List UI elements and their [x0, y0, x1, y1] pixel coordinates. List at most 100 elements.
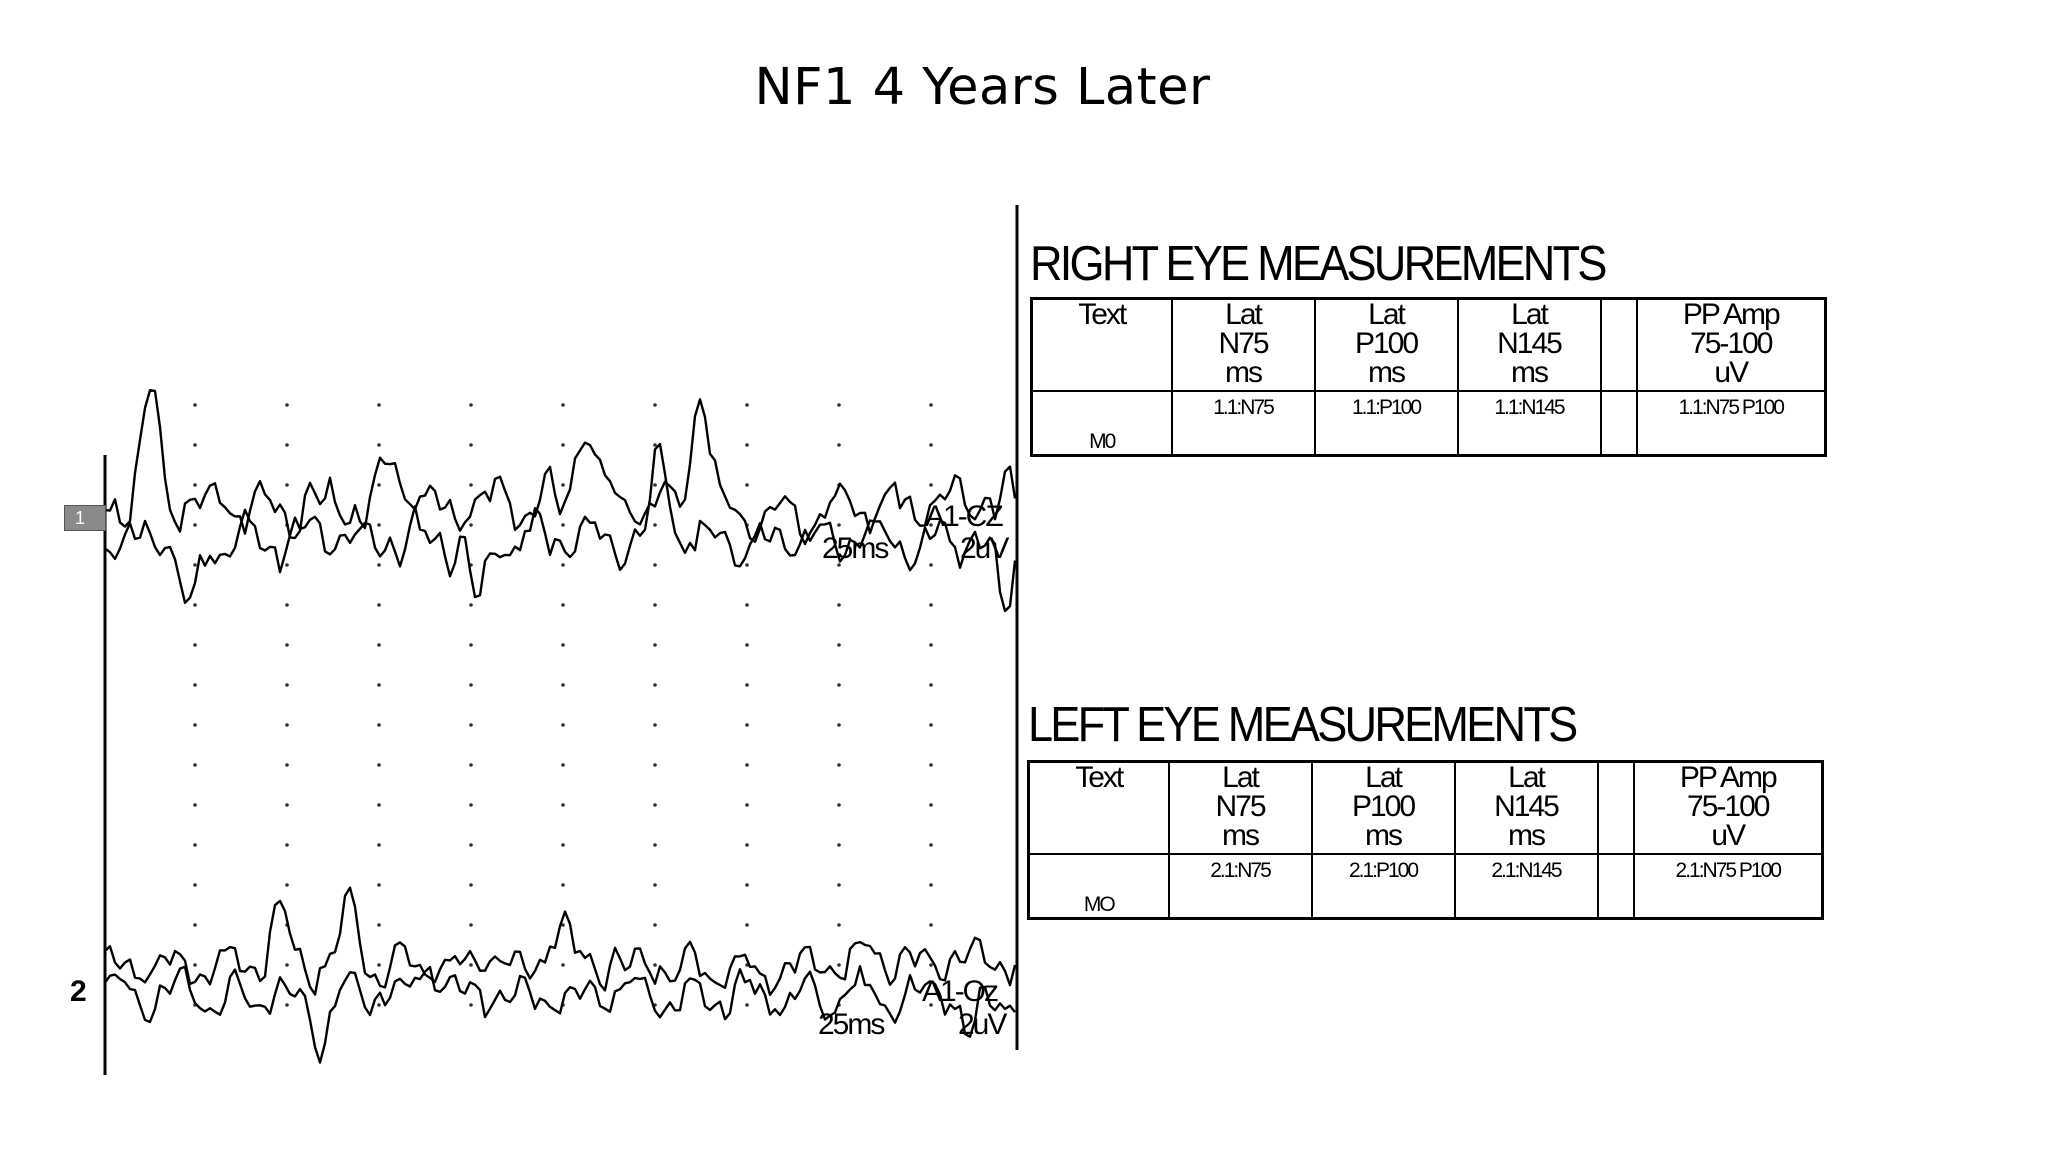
grid-dot: [469, 443, 473, 447]
grid-dot: [377, 483, 381, 487]
value-cell: 1.1:N75: [1170, 390, 1316, 457]
channel-2-lead: A1-Oz: [922, 975, 999, 1008]
grid-dot: [653, 883, 657, 887]
header-cell: [1596, 760, 1635, 855]
grid-dot: [377, 883, 381, 887]
grid-dot: [377, 403, 381, 407]
grid-dot: [193, 443, 197, 447]
value-cell: 1.1:N75 P100: [1635, 390, 1827, 457]
grid-dot: [377, 723, 381, 727]
channel-1-lead: A1-CZ: [925, 500, 1004, 533]
grid-dot: [745, 843, 749, 847]
grid-dot: [469, 403, 473, 407]
grid-dot: [561, 523, 565, 527]
value-cell: 2.1:N145: [1453, 853, 1599, 920]
grid-dot: [193, 923, 197, 927]
grid-dot: [745, 923, 749, 927]
grid-dot: [469, 763, 473, 767]
grid-dot: [469, 683, 473, 687]
grid-dot: [469, 963, 473, 967]
channel-2-trace-b: [104, 965, 1016, 1064]
grid-dot: [653, 803, 657, 807]
channel-1-marker[interactable]: 1: [64, 505, 106, 531]
header-cell: Text: [1030, 297, 1173, 392]
header-cell: [1599, 297, 1638, 392]
grid-dot: [653, 643, 657, 647]
grid-dot: [561, 923, 565, 927]
left-eye-heading: LEFT EYE MEASUREMENTS: [1028, 698, 1578, 752]
grid-dot: [561, 563, 565, 567]
grid-dot: [377, 683, 381, 687]
grid-dot: [653, 843, 657, 847]
value-cell: [1596, 853, 1635, 920]
grid-dot: [561, 603, 565, 607]
grid-dot: [561, 763, 565, 767]
value-cell: 2.1:N75: [1167, 853, 1313, 920]
grid-dot: [653, 523, 657, 527]
grid-dot: [285, 403, 289, 407]
grid-dot: [745, 683, 749, 687]
grid-dot: [469, 523, 473, 527]
grid-dot: [285, 723, 289, 727]
channel-2-time-scale: 25ms: [818, 1008, 885, 1041]
grid-dot: [377, 523, 381, 527]
grid-dot: [837, 843, 841, 847]
grid-dot: [377, 563, 381, 567]
grid-dots: [193, 403, 933, 1007]
grid-dot: [653, 603, 657, 607]
grid-dot: [837, 523, 841, 527]
header-cell: Text: [1027, 760, 1170, 855]
grid-dot: [377, 443, 381, 447]
grid-dot: [745, 603, 749, 607]
right-eye-table: Text Lat N75 ms Lat P100 ms Lat N145 ms …: [1030, 297, 1827, 457]
channel-1-trace-b: [104, 442, 1017, 613]
grid-dot: [285, 643, 289, 647]
grid-dot: [653, 723, 657, 727]
grid-dot: [193, 723, 197, 727]
grid-dot: [469, 1003, 473, 1007]
table-row: MO 2.1:N75 2.1:P100 2.1:N145 2.1:N75 P10…: [1027, 853, 1824, 920]
grid-dot: [653, 563, 657, 567]
grid-dot: [929, 1003, 933, 1007]
grid-dot: [285, 683, 289, 687]
channel-1-time-scale: 25ms: [822, 532, 889, 565]
grid-dot: [929, 603, 933, 607]
grid-dot: [837, 923, 841, 927]
grid-dot: [561, 483, 565, 487]
row-label: MO: [1027, 853, 1170, 920]
header-cell: Lat N145 ms: [1456, 297, 1602, 392]
grid-dot: [285, 763, 289, 767]
grid-dot: [745, 803, 749, 807]
grid-dot: [929, 523, 933, 527]
grid-dot: [653, 443, 657, 447]
row-label: M0: [1030, 390, 1173, 457]
channel-1-trace-a: [104, 389, 1017, 546]
grid-dot: [377, 963, 381, 967]
grid-dot: [929, 483, 933, 487]
grid-dot: [837, 643, 841, 647]
header-cell: PP Amp 75-100 uV: [1632, 760, 1824, 855]
grid-dot: [745, 563, 749, 567]
channel-2-amp-scale: 2uV: [958, 1008, 1007, 1041]
value-cell: [1599, 390, 1638, 457]
grid-dot: [837, 443, 841, 447]
grid-dot: [837, 963, 841, 967]
grid-dot: [929, 723, 933, 727]
grid-dot: [193, 563, 197, 567]
grid-dot: [561, 443, 565, 447]
grid-dot: [377, 763, 381, 767]
grid-dot: [745, 483, 749, 487]
grid-dot: [285, 963, 289, 967]
grid-dot: [929, 923, 933, 927]
grid-dot: [469, 923, 473, 927]
channel-1-amp-scale: 2uV: [960, 532, 1009, 565]
grid-dot: [929, 403, 933, 407]
grid-dot: [745, 643, 749, 647]
grid-dot: [193, 603, 197, 607]
grid-dot: [929, 563, 933, 567]
grid-dot: [929, 963, 933, 967]
grid-dot: [745, 403, 749, 407]
header-cell: Lat N75 ms: [1170, 297, 1316, 392]
grid-dot: [653, 923, 657, 927]
